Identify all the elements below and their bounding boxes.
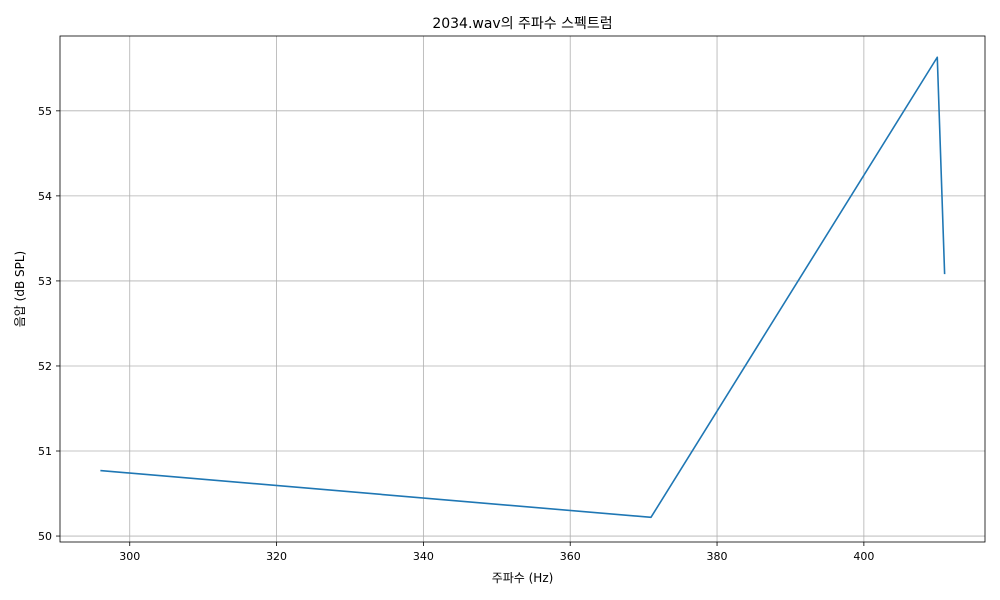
x-tick-label: 300 xyxy=(119,550,140,563)
x-axis-label: 주파수 (Hz) xyxy=(492,571,554,585)
x-tick-label: 400 xyxy=(853,550,874,563)
y-tick-label: 54 xyxy=(38,190,52,203)
x-axis: 300 320 340 360 380 400 xyxy=(119,542,874,563)
y-tick-label: 55 xyxy=(38,105,52,118)
x-tick-label: 360 xyxy=(560,550,581,563)
y-tick-label: 50 xyxy=(38,530,52,543)
x-tick-label: 380 xyxy=(707,550,728,563)
series-layer xyxy=(100,56,946,519)
y-tick-label: 53 xyxy=(38,275,52,288)
chart-title: 2034.wav의 주파수 스펙트럼 xyxy=(432,16,612,32)
y-tick-label: 52 xyxy=(38,360,52,373)
y-axis-label: 음압 (dB SPL) xyxy=(13,251,27,327)
series-line-0 xyxy=(100,56,946,519)
y-tick-label: 51 xyxy=(38,445,52,458)
grid xyxy=(60,36,985,542)
plot-frame xyxy=(59,35,986,543)
x-tick-label: 340 xyxy=(413,550,434,563)
y-axis: 50 51 52 53 54 55 xyxy=(38,105,60,543)
x-tick-label: 320 xyxy=(266,550,287,563)
